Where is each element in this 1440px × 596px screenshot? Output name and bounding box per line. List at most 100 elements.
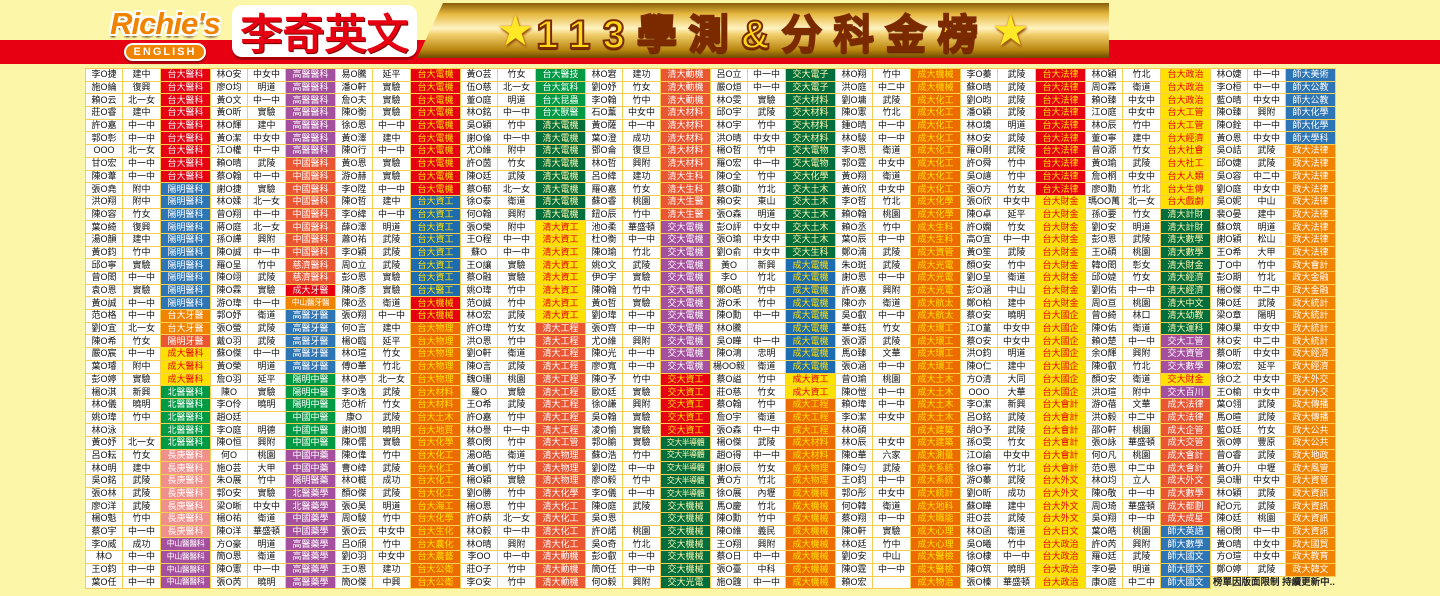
- admitted-dept: 清大中文: [1160, 296, 1211, 311]
- student-name: 周O立: [335, 258, 373, 272]
- student-school: 武陵: [1247, 499, 1286, 514]
- admitted-dept: 陽明醫科: [160, 232, 211, 247]
- student-school: 中一中: [1122, 283, 1161, 298]
- admitted-dept: 成大材料: [785, 435, 836, 450]
- star-icon: ★: [991, 6, 1030, 54]
- student-name: 施O芸: [210, 461, 248, 475]
- admitted-dept: 師大化學: [1285, 118, 1336, 133]
- student-name: 曾O翔: [210, 207, 248, 222]
- student-name: 羅O廷: [1085, 550, 1123, 564]
- student-school: 武陵: [1122, 232, 1161, 247]
- admitted-dept: 交大材料: [785, 131, 836, 146]
- student-name: 林O安: [1210, 334, 1248, 349]
- student-name: 湯O皓: [460, 448, 498, 463]
- student-school: 中一中: [1247, 524, 1286, 539]
- student-name: 蔡O勩: [710, 182, 748, 196]
- table-row: 姚O瑋 竹中 北醫醫科 趙O廷 中國中醫 康O 武陵 台大土木 許O嘉 竹中 清大工程 吳O翰 實驗 交大…: [85, 410, 1336, 425]
- admitted-dept: 成大電機: [785, 258, 836, 272]
- admitted-dept: 高醫藥學: [285, 575, 336, 590]
- admitted-dept: 政大法律: [1285, 182, 1336, 196]
- student-name: 賴O宏: [835, 575, 873, 590]
- admitted-dept: 台大化學: [410, 512, 461, 526]
- student-school: [872, 423, 911, 437]
- student-school: 華盛頓: [1122, 499, 1161, 514]
- student-name: 張O詠: [1085, 435, 1123, 450]
- admitted-dept: 台大醫科: [160, 156, 211, 171]
- admitted-dept: 清大電機: [535, 207, 586, 222]
- student-school: 桃園: [1122, 245, 1161, 260]
- student-name: 周O駿: [335, 512, 373, 526]
- student-school: 竹北: [747, 182, 786, 196]
- table-row: 劉O宜 北一女 台大牙醫 張O螢 武陵 高醫牙醫 何O言 建中 台大物理 許O瑋 竹女 清大工程 張O齊…: [85, 321, 1336, 336]
- admitted-dept: 清大電機: [535, 194, 586, 209]
- admitted-dept: 交大半導體: [660, 435, 711, 450]
- student-name: 廖O洋: [85, 499, 123, 514]
- student-school: 實驗: [622, 385, 661, 399]
- student-school: 明道: [997, 347, 1036, 361]
- admitted-dept: 清大資工: [535, 232, 586, 247]
- student-name: 陳O仁: [960, 359, 998, 374]
- admitted-dept: 清大工程: [535, 372, 586, 387]
- admitted-dept: 交大生科: [785, 245, 836, 260]
- student-name: 蔡O安: [960, 334, 998, 349]
- admitted-dept: 陽明中醫: [285, 372, 336, 387]
- student-school: 武陵: [1247, 397, 1286, 412]
- student-name: 簡O恩: [210, 550, 248, 564]
- student-name: 李O潔: [835, 410, 873, 425]
- table-row: 林O儀 曉明 北醫醫科 李O伶 曉明 陽明中醫 范O析 竹女 台大材料 王O希 武陵 清大工程 徐O謙興…: [85, 397, 1336, 412]
- student-school: 中一中: [1122, 486, 1161, 501]
- table-row: 李O捷 建中 台大醫科 林O安 中女中 高醫醫科 易O騰 延平 台大電機 黃O芸 竹女 台大醫技 林O宭…: [85, 68, 1336, 82]
- student-school: 中一中: [872, 131, 911, 146]
- student-name: 陳O卓: [960, 207, 998, 222]
- student-name: 黃O翔: [835, 169, 873, 184]
- student-school: 中女中: [622, 106, 661, 120]
- student-school: 中一中: [497, 131, 536, 146]
- admitted-dept: 交大土木: [785, 220, 836, 234]
- admitted-dept: 中國中藥: [285, 448, 336, 463]
- admitted-dept: 成大機械: [910, 80, 961, 95]
- student-name: 蔣O庭: [210, 220, 248, 234]
- student-name: 林O榳: [335, 474, 373, 488]
- student-name: 林O儀: [85, 397, 123, 412]
- student-school: 武陵: [372, 461, 411, 475]
- admitted-dept: 台大氣科: [535, 80, 586, 95]
- table-row: 林O泳 北醫醫科 李O庭 明德 中國中醫 謝O珈 曉明 台大地質 林O譽 中一中 清大工程 凌O愉 實驗…: [85, 423, 1336, 437]
- admitted-dept: 高醫醫科: [285, 80, 336, 95]
- student-school: 武陵: [1247, 486, 1286, 501]
- student-school: 中女中: [247, 131, 286, 146]
- student-school: 中一中: [1247, 80, 1286, 95]
- admitted-dept: 交大化學: [785, 169, 836, 184]
- student-name: 黃O妤: [85, 435, 123, 450]
- student-name: 李O潔: [960, 397, 998, 412]
- student-name: 洪O鈞: [960, 347, 998, 361]
- student-school: 義民: [747, 524, 786, 539]
- admitted-dept: 成大化工: [910, 144, 961, 158]
- student-school: 竹中: [247, 258, 286, 272]
- admitted-dept: 交大電機: [660, 359, 711, 374]
- student-name: 林O瑄: [335, 347, 373, 361]
- admitted-dept: 台大人類: [1160, 169, 1211, 184]
- student-name: 張O方: [960, 182, 998, 196]
- admitted-dept: 成大電機: [785, 321, 836, 336]
- student-school: 中一中: [122, 131, 161, 146]
- title-banner: ★ 113學測&分科金榜 ★: [417, 3, 1109, 58]
- admitted-dept: 成大系統: [910, 474, 961, 488]
- student-name: 梁O章: [1210, 309, 1248, 323]
- student-school: 彰女: [1122, 258, 1161, 272]
- admitted-dept: 中國藥學: [285, 524, 336, 539]
- student-name: 蘇O晴: [960, 80, 998, 95]
- admitted-dept: 成大成星: [1160, 512, 1211, 526]
- student-school: 明道: [997, 118, 1036, 133]
- student-school: 竹中: [497, 562, 536, 577]
- admitted-dept: 清大電機: [535, 156, 586, 171]
- admitted-dept: 成大交管: [1160, 435, 1211, 450]
- student-school: 明道: [247, 80, 286, 95]
- admitted-dept: 台大財金: [1035, 232, 1086, 247]
- student-school: 竹女: [997, 220, 1036, 234]
- student-school: 華盛頓: [247, 524, 286, 539]
- admitted-dept: 清大資工: [535, 309, 586, 323]
- student-school: 內壢: [747, 486, 786, 501]
- student-name: 孫O要: [1085, 207, 1123, 222]
- table-row: 郭O彰 中一中 台大醫科 黃O潔 中女中 高醫醫科 黃O澤 建中 台大電機 謝O倫 中一中 清大電機葉…: [85, 131, 1336, 146]
- student-school: 中一中: [247, 347, 286, 361]
